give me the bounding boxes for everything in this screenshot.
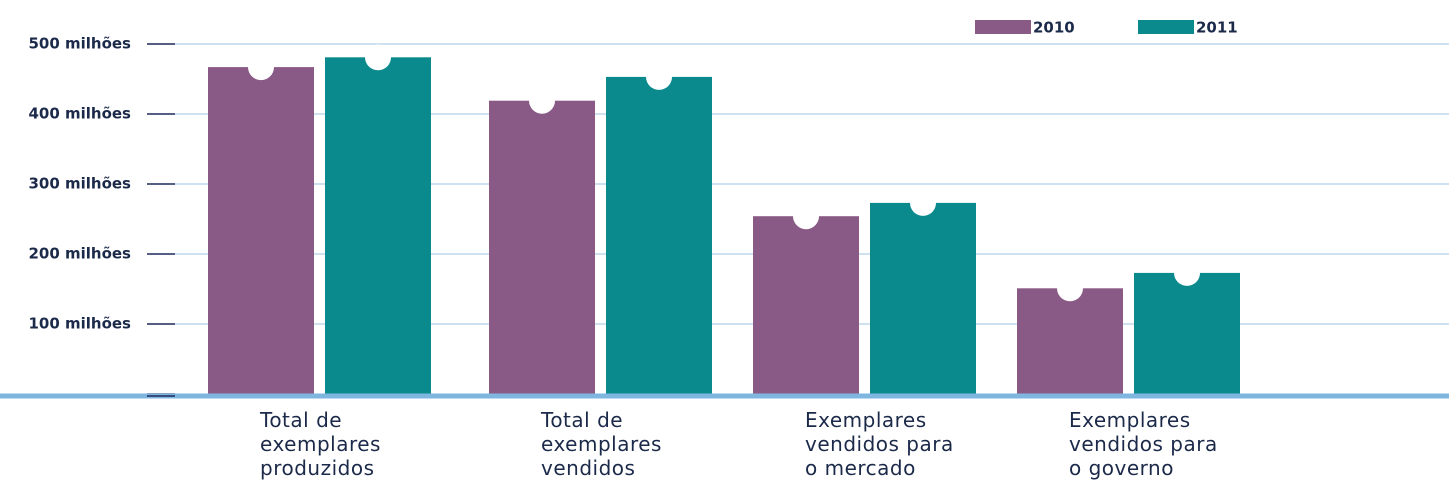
y-tick-label: 200 milhões bbox=[28, 245, 131, 263]
bar bbox=[606, 76, 712, 395]
y-tick-label: 100 milhões bbox=[28, 315, 131, 333]
bar-notch bbox=[248, 54, 274, 81]
legend-label: 2011 bbox=[1196, 19, 1238, 37]
bar bbox=[870, 202, 976, 394]
x-tick-label: Exemplares vendidos para o governo bbox=[1069, 408, 1218, 480]
legend-swatch bbox=[1138, 20, 1194, 34]
y-tick-label: 400 milhões bbox=[28, 105, 131, 123]
x-tick-label: Total de exemplares produzidos bbox=[260, 408, 381, 480]
bar bbox=[325, 57, 431, 395]
y-tick-label: 500 milhões bbox=[28, 35, 131, 53]
bar-notch bbox=[1174, 259, 1200, 286]
x-tick-label: Total de exemplares vendidos bbox=[541, 408, 662, 480]
bar-notch bbox=[793, 203, 819, 230]
bar bbox=[1017, 288, 1123, 394]
legend-swatch bbox=[975, 20, 1031, 34]
legend-label: 2010 bbox=[1033, 19, 1075, 37]
bar-notch bbox=[365, 44, 391, 71]
bar-notch bbox=[910, 189, 936, 216]
y-tick-label: 300 milhões bbox=[28, 175, 131, 193]
bar bbox=[208, 67, 314, 394]
bar-notch bbox=[1057, 275, 1083, 302]
bar bbox=[753, 216, 859, 394]
bar bbox=[1134, 272, 1240, 394]
bar-notch bbox=[646, 63, 672, 90]
bar-notch bbox=[529, 87, 555, 114]
x-tick-label: Exemplares vendidos para o mercado bbox=[805, 408, 954, 480]
bar bbox=[489, 100, 595, 394]
